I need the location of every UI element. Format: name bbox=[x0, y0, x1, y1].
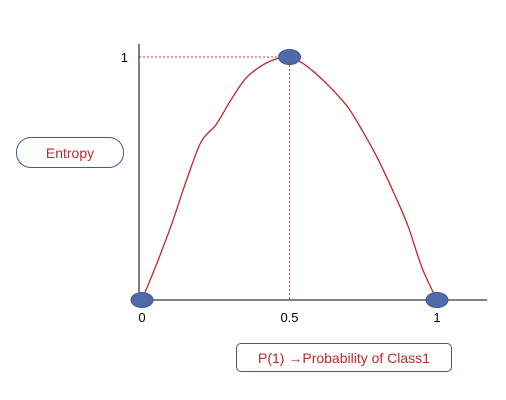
guide-lines bbox=[139, 56, 290, 300]
tick-labels: 0 0.5 1 1 bbox=[121, 50, 441, 325]
y-tick-label-0: 1 bbox=[121, 50, 128, 65]
data-point-2 bbox=[425, 292, 449, 308]
x-axis-label: P(1) →Probability of Class1 bbox=[236, 343, 452, 372]
data-point-0 bbox=[130, 292, 154, 308]
x-tick-label-0: 0 bbox=[138, 310, 145, 325]
y-axis-label: Entropy bbox=[16, 137, 124, 168]
markers-group bbox=[130, 49, 449, 308]
x-tick-label-1: 0.5 bbox=[280, 310, 298, 325]
data-point-1 bbox=[278, 49, 301, 65]
x-tick-label-2: 1 bbox=[433, 310, 440, 325]
